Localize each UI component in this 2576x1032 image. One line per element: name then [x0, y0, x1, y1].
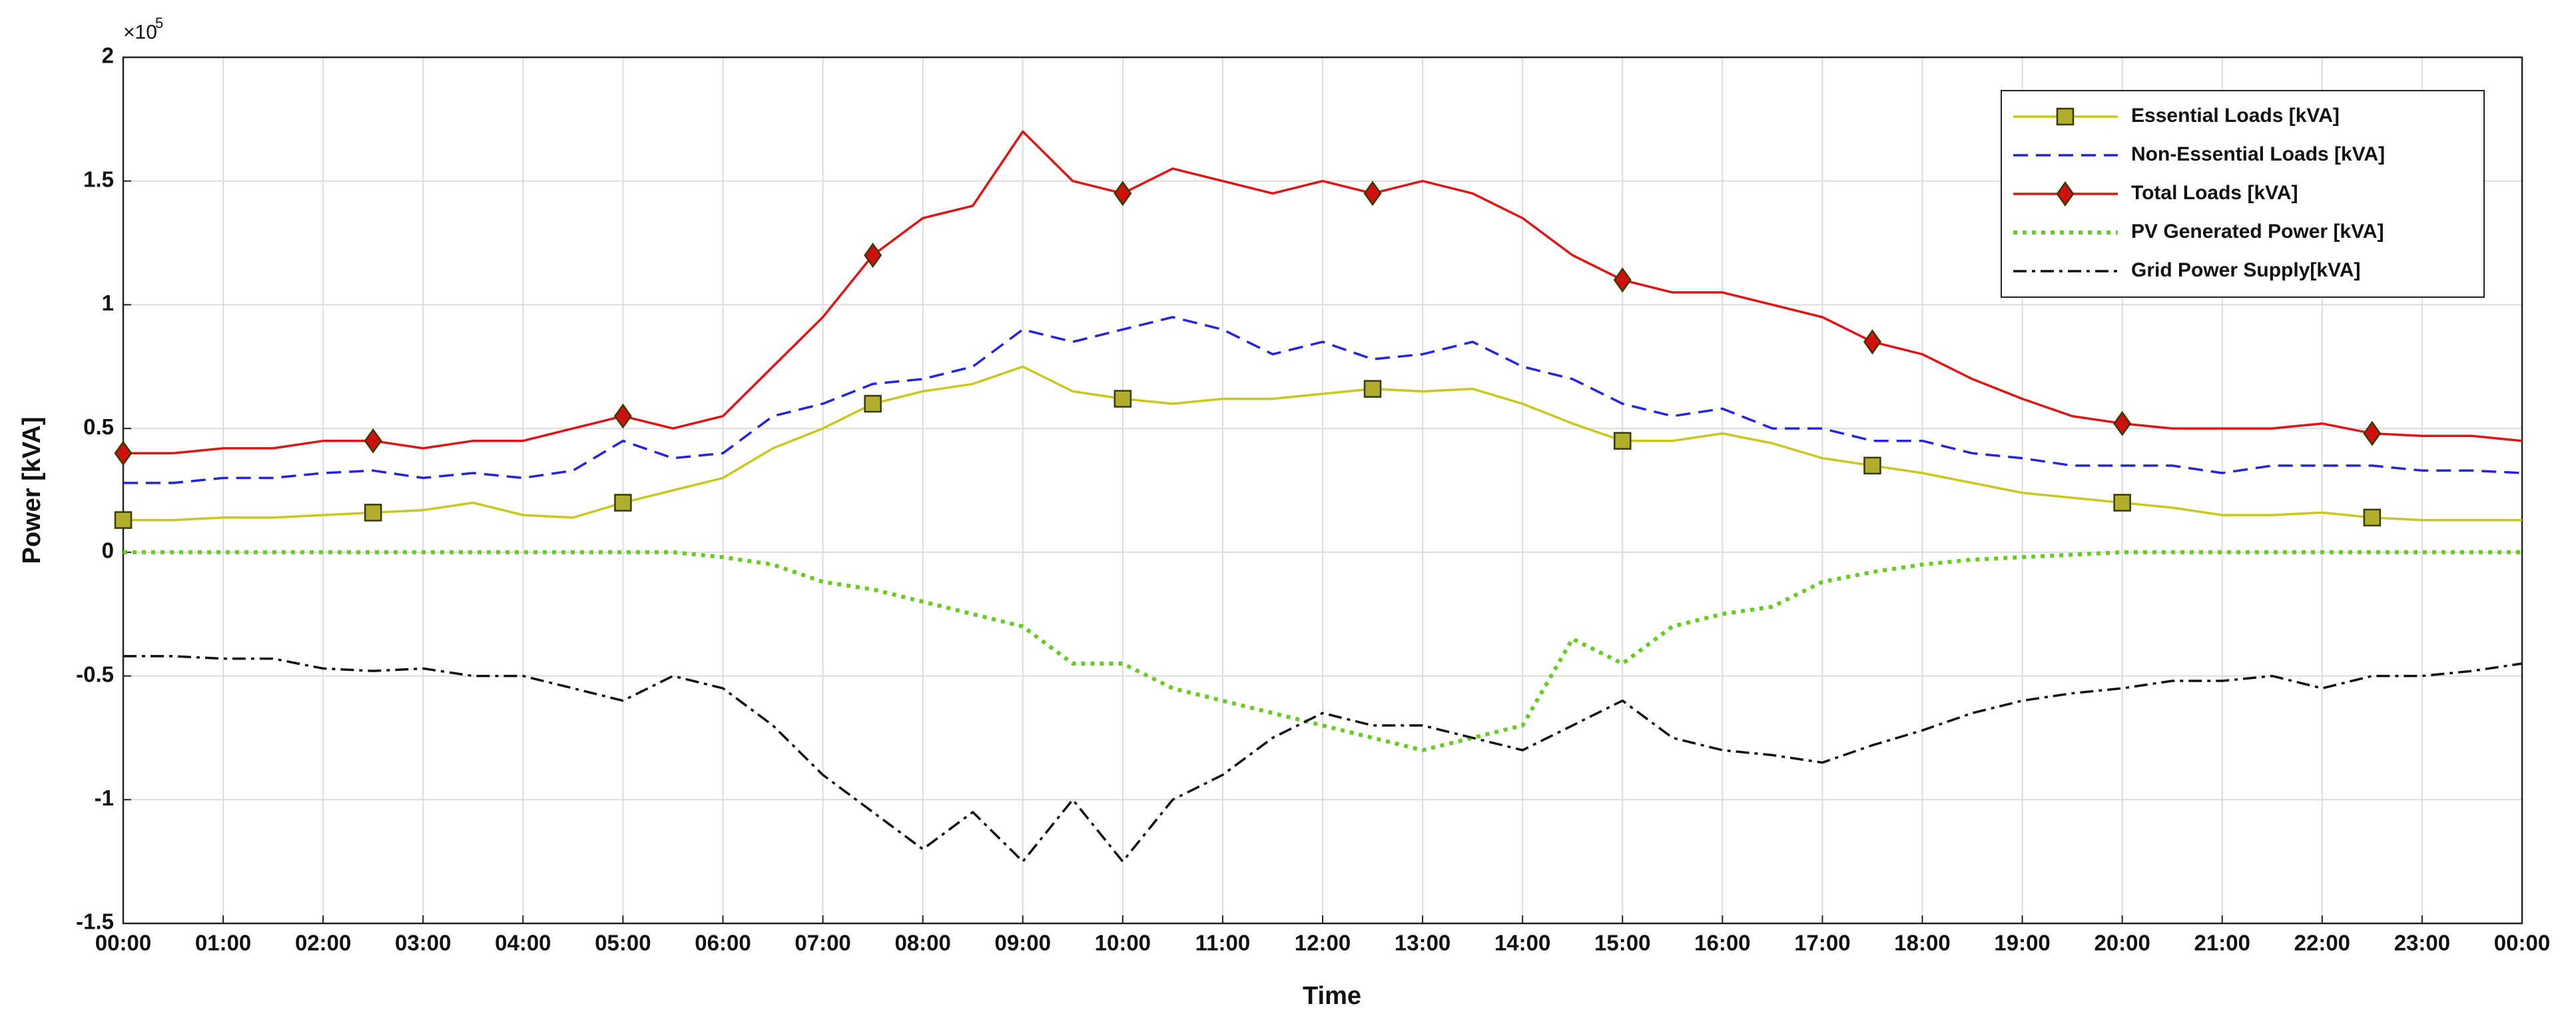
x-tick-label: 04:00: [495, 931, 551, 955]
marker: [2363, 508, 2382, 527]
marker: [1114, 181, 1132, 207]
x-tick-label: 11:00: [1195, 931, 1251, 955]
x-tick-label: 03:00: [395, 931, 451, 955]
y-tick-label: -0.5: [76, 662, 114, 686]
marker: [364, 428, 382, 454]
marker: [1613, 267, 1632, 293]
x-axis-label: Time: [1303, 982, 1361, 1010]
plot-frame: [122, 56, 2523, 925]
x-tick-label: 18:00: [1894, 931, 1950, 955]
y-tick-label: -1.5: [76, 909, 114, 934]
x-tick-label: 07:00: [795, 931, 850, 955]
x-tick-label: 17:00: [1794, 931, 1850, 955]
marker: [1863, 456, 1881, 475]
x-tick-label: 05:00: [595, 931, 651, 955]
y-scale-exponent: 5: [155, 15, 163, 31]
legend-label: Total Loads [kVA]: [2131, 182, 2298, 204]
legend-label: Non-Essential Loads [kVA]: [2131, 143, 2385, 165]
legend: Essential Loads [kVA] Non-Essential Loads…: [2001, 90, 2485, 298]
marker: [114, 440, 133, 466]
marker: [2113, 410, 2132, 436]
marker: [2056, 107, 2075, 126]
marker: [364, 504, 382, 522]
x-tick-label: 10:00: [1095, 931, 1151, 955]
y-tick-label: 0: [102, 538, 114, 563]
x-tick-label: 22:00: [2294, 931, 2350, 955]
x-tick-label: 15:00: [1594, 931, 1650, 955]
x-tick-label: 12:00: [1295, 931, 1351, 955]
x-tick-label: 23:00: [2394, 931, 2450, 955]
legend-label: Grid Power Supply[kVA]: [2131, 259, 2361, 281]
marker: [613, 403, 632, 429]
x-tick-label: 00:00: [95, 931, 151, 955]
x-tick-label: 00:00: [2494, 931, 2550, 955]
marker: [864, 243, 882, 268]
x-tick-label: 08:00: [894, 931, 950, 955]
y-tick-label: 1: [102, 290, 114, 315]
y-tick-label: 2: [102, 43, 114, 68]
y-axis-label: Power [kVA]: [18, 416, 46, 564]
marker: [1863, 329, 1881, 355]
series-line: [123, 550, 2522, 752]
marker: [864, 394, 882, 413]
x-tick-label: 06:00: [695, 931, 751, 955]
legend-label: Essential Loads [kVA]: [2131, 105, 2340, 127]
legend-label: PV Generated Power [kVA]: [2131, 221, 2384, 243]
x-tick-label: 09:00: [995, 931, 1051, 955]
y-tick-label: -1: [95, 785, 114, 810]
series-line: [123, 316, 2523, 484]
marker: [2363, 420, 2382, 446]
x-tick-label: 13:00: [1395, 931, 1450, 955]
y-tick-label: 0.5: [83, 414, 114, 439]
y-scale-text: ×10: [123, 21, 157, 43]
marker: [1614, 432, 1632, 450]
marker: [614, 494, 632, 512]
y-tick-label: 1.5: [83, 167, 114, 191]
x-tick-label: 21:00: [2194, 931, 2250, 955]
x-tick-label: 16:00: [1694, 931, 1750, 955]
x-tick-label: 01:00: [195, 931, 251, 955]
x-tick-label: 19:00: [1994, 931, 2050, 955]
marker: [1114, 390, 1132, 408]
x-tick-label: 14:00: [1494, 931, 1550, 955]
marker: [1363, 181, 1382, 207]
series-line: [123, 655, 2523, 863]
marker: [2056, 181, 2075, 207]
marker: [114, 511, 133, 529]
x-tick-label: 20:00: [2094, 931, 2150, 955]
x-tick-label: 02:00: [295, 931, 351, 955]
marker: [2113, 494, 2131, 512]
marker: [1363, 380, 1382, 398]
